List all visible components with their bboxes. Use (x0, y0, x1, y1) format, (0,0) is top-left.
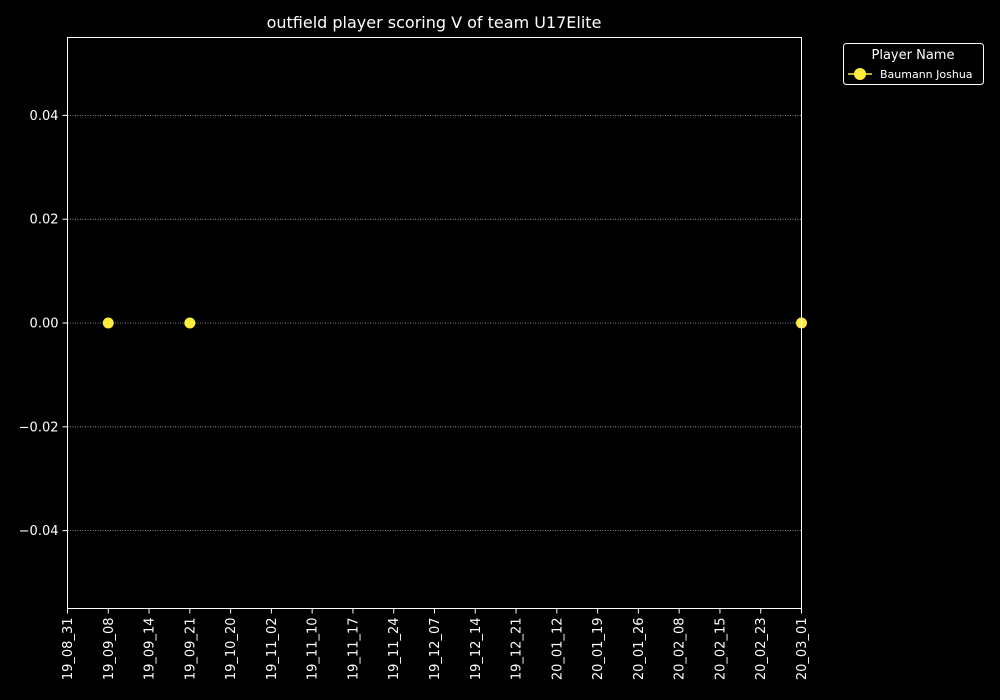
legend-box (843, 43, 984, 85)
legend-entry-label: Baumann Joshua (880, 68, 973, 81)
data-point-0-1 (184, 317, 196, 329)
chart-title: outfield player scoring V of team U17Eli… (267, 13, 602, 32)
x-tick-label-10: 19_12_14 (469, 618, 484, 681)
x-tick-label-1: 19_09_08 (102, 618, 117, 681)
plot-frame (67, 37, 802, 609)
x-tick-label-3: 19_09_21 (183, 618, 198, 681)
x-tick-label-6: 19_11_10 (306, 618, 321, 681)
y-tick-label-3: 0.02 (30, 213, 59, 228)
y-tick-label-1: −0.02 (19, 420, 59, 435)
legend-marker (854, 68, 866, 80)
x-tick-label-16: 20_02_15 (713, 618, 728, 681)
x-tick-label-5: 19_11_02 (265, 618, 280, 681)
data-points (102, 317, 807, 329)
x-tick-label-13: 20_01_19 (591, 618, 606, 681)
x-tick-label-11: 19_12_21 (510, 618, 525, 681)
data-point-0-0 (102, 317, 114, 329)
y-tick-label-4: 0.04 (30, 109, 59, 124)
x-tick-label-18: 20_03_01 (795, 618, 810, 681)
grid-lines (67, 114, 802, 532)
x-tick-label-4: 19_10_20 (224, 618, 239, 681)
y-axis: −0.04 −0.02 0.00 0.02 0.04 (19, 109, 68, 539)
x-tick-label-15: 20_02_08 (673, 618, 688, 681)
x-tick-label-9: 19_12_07 (428, 618, 443, 681)
y-tick-label-2: 0.00 (30, 317, 59, 332)
x-tick-label-2: 19_09_14 (143, 618, 158, 681)
x-tick-label-8: 19_11_24 (387, 618, 402, 681)
x-tick-label-0: 19_08_31 (61, 618, 76, 681)
legend-title: Player Name (872, 48, 955, 63)
x-tick-label-7: 19_11_17 (346, 618, 361, 681)
legend: Player Name Baumann Joshua (843, 43, 984, 85)
x-tick-label-17: 20_02_23 (754, 618, 769, 681)
x-tick-label-14: 20_01_26 (632, 618, 647, 681)
y-tick-label-0: −0.04 (19, 524, 59, 539)
x-tick-label-12: 20_01_12 (550, 618, 565, 681)
x-axis: 19_08_31 19_09_08 19_09_14 19_09_21 19_10_20… (61, 608, 810, 681)
